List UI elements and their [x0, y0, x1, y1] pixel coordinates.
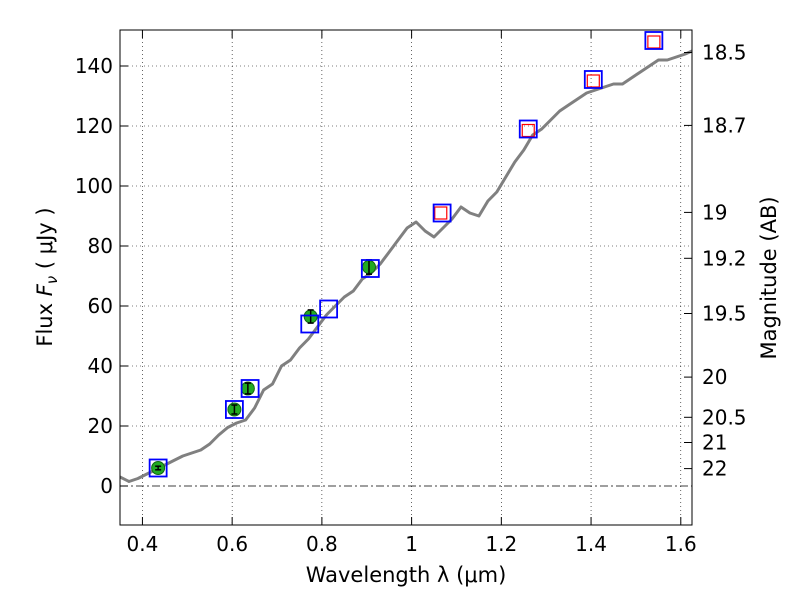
magnitude-tick-label: 20: [702, 365, 727, 389]
model-photometry-square: [148, 458, 168, 478]
y-tick-label: 60: [88, 294, 113, 318]
model-photometry-square: [644, 31, 664, 50]
upper-limit-square: [434, 206, 448, 220]
y-tick-label: 20: [88, 414, 113, 438]
magnitude-tick-label: 20.5: [702, 405, 747, 429]
magnitude-tick-label: 18.7: [702, 113, 747, 137]
magnitude-tick-label: 22: [702, 457, 727, 481]
y-tick-labels: 0 20 40 60 80 100 120 140: [75, 54, 113, 498]
model-photometry-square: [360, 259, 380, 278]
y-axis-title: Flux Fν ( μJy ): [33, 207, 61, 346]
spectrum-line: [120, 49, 692, 483]
grid-lines: [120, 30, 692, 525]
magnitude-tick-label: 19: [702, 200, 727, 224]
magnitude-tick-label: 21: [702, 431, 727, 455]
y-tick-label: 0: [100, 474, 113, 498]
series-layer: [120, 31, 692, 483]
upper-limit-square: [647, 35, 661, 49]
x-tick-label: 0.4: [127, 532, 159, 556]
upper-limit-square: [586, 74, 600, 88]
x-tick-label: 1: [405, 532, 418, 556]
y-axis-title-prefix: Flux: [33, 296, 57, 346]
plot-frame: [119, 29, 693, 526]
upper-limit-square: [521, 123, 535, 138]
magnitude-tick-label: 19.2: [702, 246, 747, 270]
model-photometry-square: [583, 70, 603, 89]
y-axis-title-subscript: ν: [43, 276, 61, 284]
x-tick-label: 1.2: [485, 532, 517, 556]
x-tick-label: 1.6: [665, 532, 697, 556]
magnitude-tick-label: 18.5: [702, 41, 747, 65]
y-tick-label: 140: [75, 54, 113, 78]
x-tick-label: 1.4: [575, 532, 607, 556]
model-photometry-square: [518, 119, 538, 139]
magnitude-tick-label: 19.5: [702, 302, 747, 326]
y-axis-title-symbol: F: [33, 283, 57, 296]
model-photometry-square: [240, 379, 260, 398]
model-photometry-square: [432, 203, 452, 223]
y-tick-label: 120: [75, 114, 113, 138]
x-tick-label: 0.6: [216, 532, 248, 556]
y-tick-label: 40: [88, 354, 113, 378]
x-axis-title: Wavelength λ (μm): [306, 563, 507, 587]
model-photometry-square: [300, 314, 320, 334]
y-tick-label: 80: [88, 234, 113, 258]
right-axis-title: Magnitude (AB): [757, 196, 781, 359]
tick-marks: [120, 30, 692, 525]
y-tick-label: 100: [75, 174, 113, 198]
model-photometry-square: [224, 400, 244, 419]
model-photometry-square: [319, 299, 339, 319]
x-tick-label: 0.8: [306, 532, 338, 556]
x-tick-labels: 0.4 0.6 0.8 1 1.2 1.4 1.6: [127, 532, 697, 556]
y-axis-title-unit: ( μJy ): [33, 207, 57, 275]
